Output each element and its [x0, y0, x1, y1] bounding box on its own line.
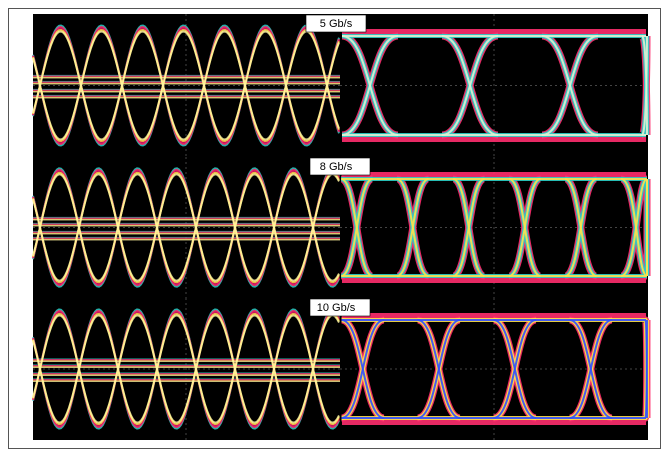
figure: 5 Gb/s 8 Gb/s 10 Gb/s: [0, 0, 669, 456]
eye-rail: [342, 178, 646, 180]
rate-label: 8 Gb/s: [320, 161, 353, 173]
page: 5 Gb/s8 Gb/s10 Gb/s (() => { const data …: [0, 0, 669, 456]
rate-label: 5 Gb/s: [320, 18, 353, 30]
eye-rail: [342, 275, 646, 277]
rate-label: 10 Gb/s: [317, 302, 356, 314]
